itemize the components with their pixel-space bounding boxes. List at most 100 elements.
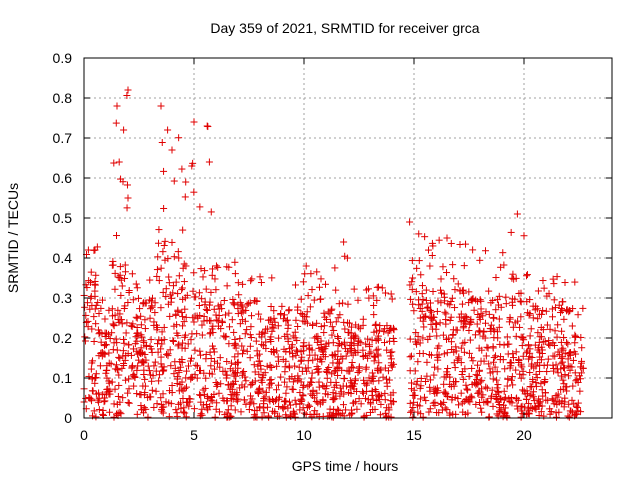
data-point	[500, 387, 508, 395]
data-point	[88, 397, 96, 405]
data-point	[339, 299, 347, 307]
data-point	[98, 391, 106, 399]
data-point	[195, 289, 203, 297]
data-point	[493, 368, 501, 376]
data-point	[311, 407, 319, 415]
data-point	[165, 273, 173, 281]
data-point	[439, 263, 447, 271]
data-point	[151, 299, 159, 307]
data-point	[246, 392, 254, 400]
data-point	[525, 400, 533, 408]
data-point	[241, 330, 249, 338]
data-point	[441, 308, 449, 316]
data-point	[95, 406, 103, 414]
data-point	[365, 294, 373, 302]
data-point	[160, 323, 168, 331]
data-point	[430, 385, 438, 393]
data-point	[389, 325, 397, 333]
data-point	[509, 354, 517, 362]
data-point	[144, 362, 152, 370]
data-point	[560, 380, 568, 388]
plot-frame	[83, 57, 613, 419]
data-point	[461, 365, 469, 373]
data-point	[437, 299, 445, 307]
data-point	[112, 232, 120, 240]
data-point	[449, 410, 457, 418]
data-point	[412, 380, 420, 388]
data-point	[332, 318, 340, 326]
data-point	[383, 322, 391, 330]
data-point	[280, 398, 288, 406]
data-point	[115, 158, 123, 166]
data-point	[113, 339, 121, 347]
data-point	[199, 273, 207, 281]
data-point	[440, 388, 448, 396]
data-point	[329, 359, 337, 367]
x-tick-label: 10	[296, 427, 312, 443]
data-point	[248, 380, 256, 388]
data-point	[509, 301, 517, 309]
data-point	[247, 277, 255, 285]
data-point	[482, 352, 490, 360]
data-point	[434, 365, 442, 373]
data-point	[207, 288, 215, 296]
data-point	[174, 290, 182, 298]
data-point	[215, 389, 223, 397]
data-point	[315, 283, 323, 291]
data-point	[454, 395, 462, 403]
data-point	[166, 346, 174, 354]
data-point	[340, 375, 348, 383]
data-point	[189, 314, 197, 322]
data-point	[430, 313, 438, 321]
data-point	[190, 118, 198, 126]
data-point	[317, 323, 325, 331]
data-point	[190, 318, 198, 326]
data-point	[515, 355, 523, 363]
data-point	[489, 402, 497, 410]
data-point	[525, 409, 533, 417]
data-point	[119, 394, 127, 402]
data-point	[364, 396, 372, 404]
data-point	[300, 339, 308, 347]
data-point	[178, 378, 186, 386]
data-point	[456, 287, 464, 295]
data-point	[344, 300, 352, 308]
data-point	[561, 371, 569, 379]
data-point	[165, 279, 173, 287]
data-point	[564, 372, 572, 380]
data-point	[132, 333, 140, 341]
data-point	[438, 400, 446, 408]
data-point	[570, 400, 578, 408]
y-axis-label: SRMTID / TECUs	[5, 183, 21, 293]
data-point	[489, 375, 497, 383]
data-point	[181, 305, 189, 313]
y-tick-label: 0.6	[53, 170, 73, 186]
data-point	[178, 165, 186, 173]
data-point	[281, 397, 289, 405]
data-point	[493, 376, 501, 384]
data-point	[124, 399, 132, 407]
data-point	[196, 367, 204, 375]
data-point	[125, 341, 133, 349]
x-tick-label: 15	[406, 427, 422, 443]
data-point	[538, 349, 546, 357]
data-point	[250, 361, 258, 369]
data-point	[118, 364, 126, 372]
data-point	[106, 334, 114, 342]
data-point	[202, 374, 210, 382]
data-point	[409, 391, 417, 399]
data-point	[173, 329, 181, 337]
data-point	[459, 317, 467, 325]
data-point	[440, 350, 448, 358]
data-point	[304, 292, 312, 300]
data-point	[505, 340, 513, 348]
data-point	[362, 351, 370, 359]
data-point	[308, 413, 316, 421]
data-point	[534, 401, 542, 409]
data-point	[503, 333, 511, 341]
data-point	[170, 370, 178, 378]
data-point	[296, 406, 304, 414]
data-point	[281, 378, 289, 386]
data-point	[197, 265, 205, 273]
data-point	[321, 390, 329, 398]
